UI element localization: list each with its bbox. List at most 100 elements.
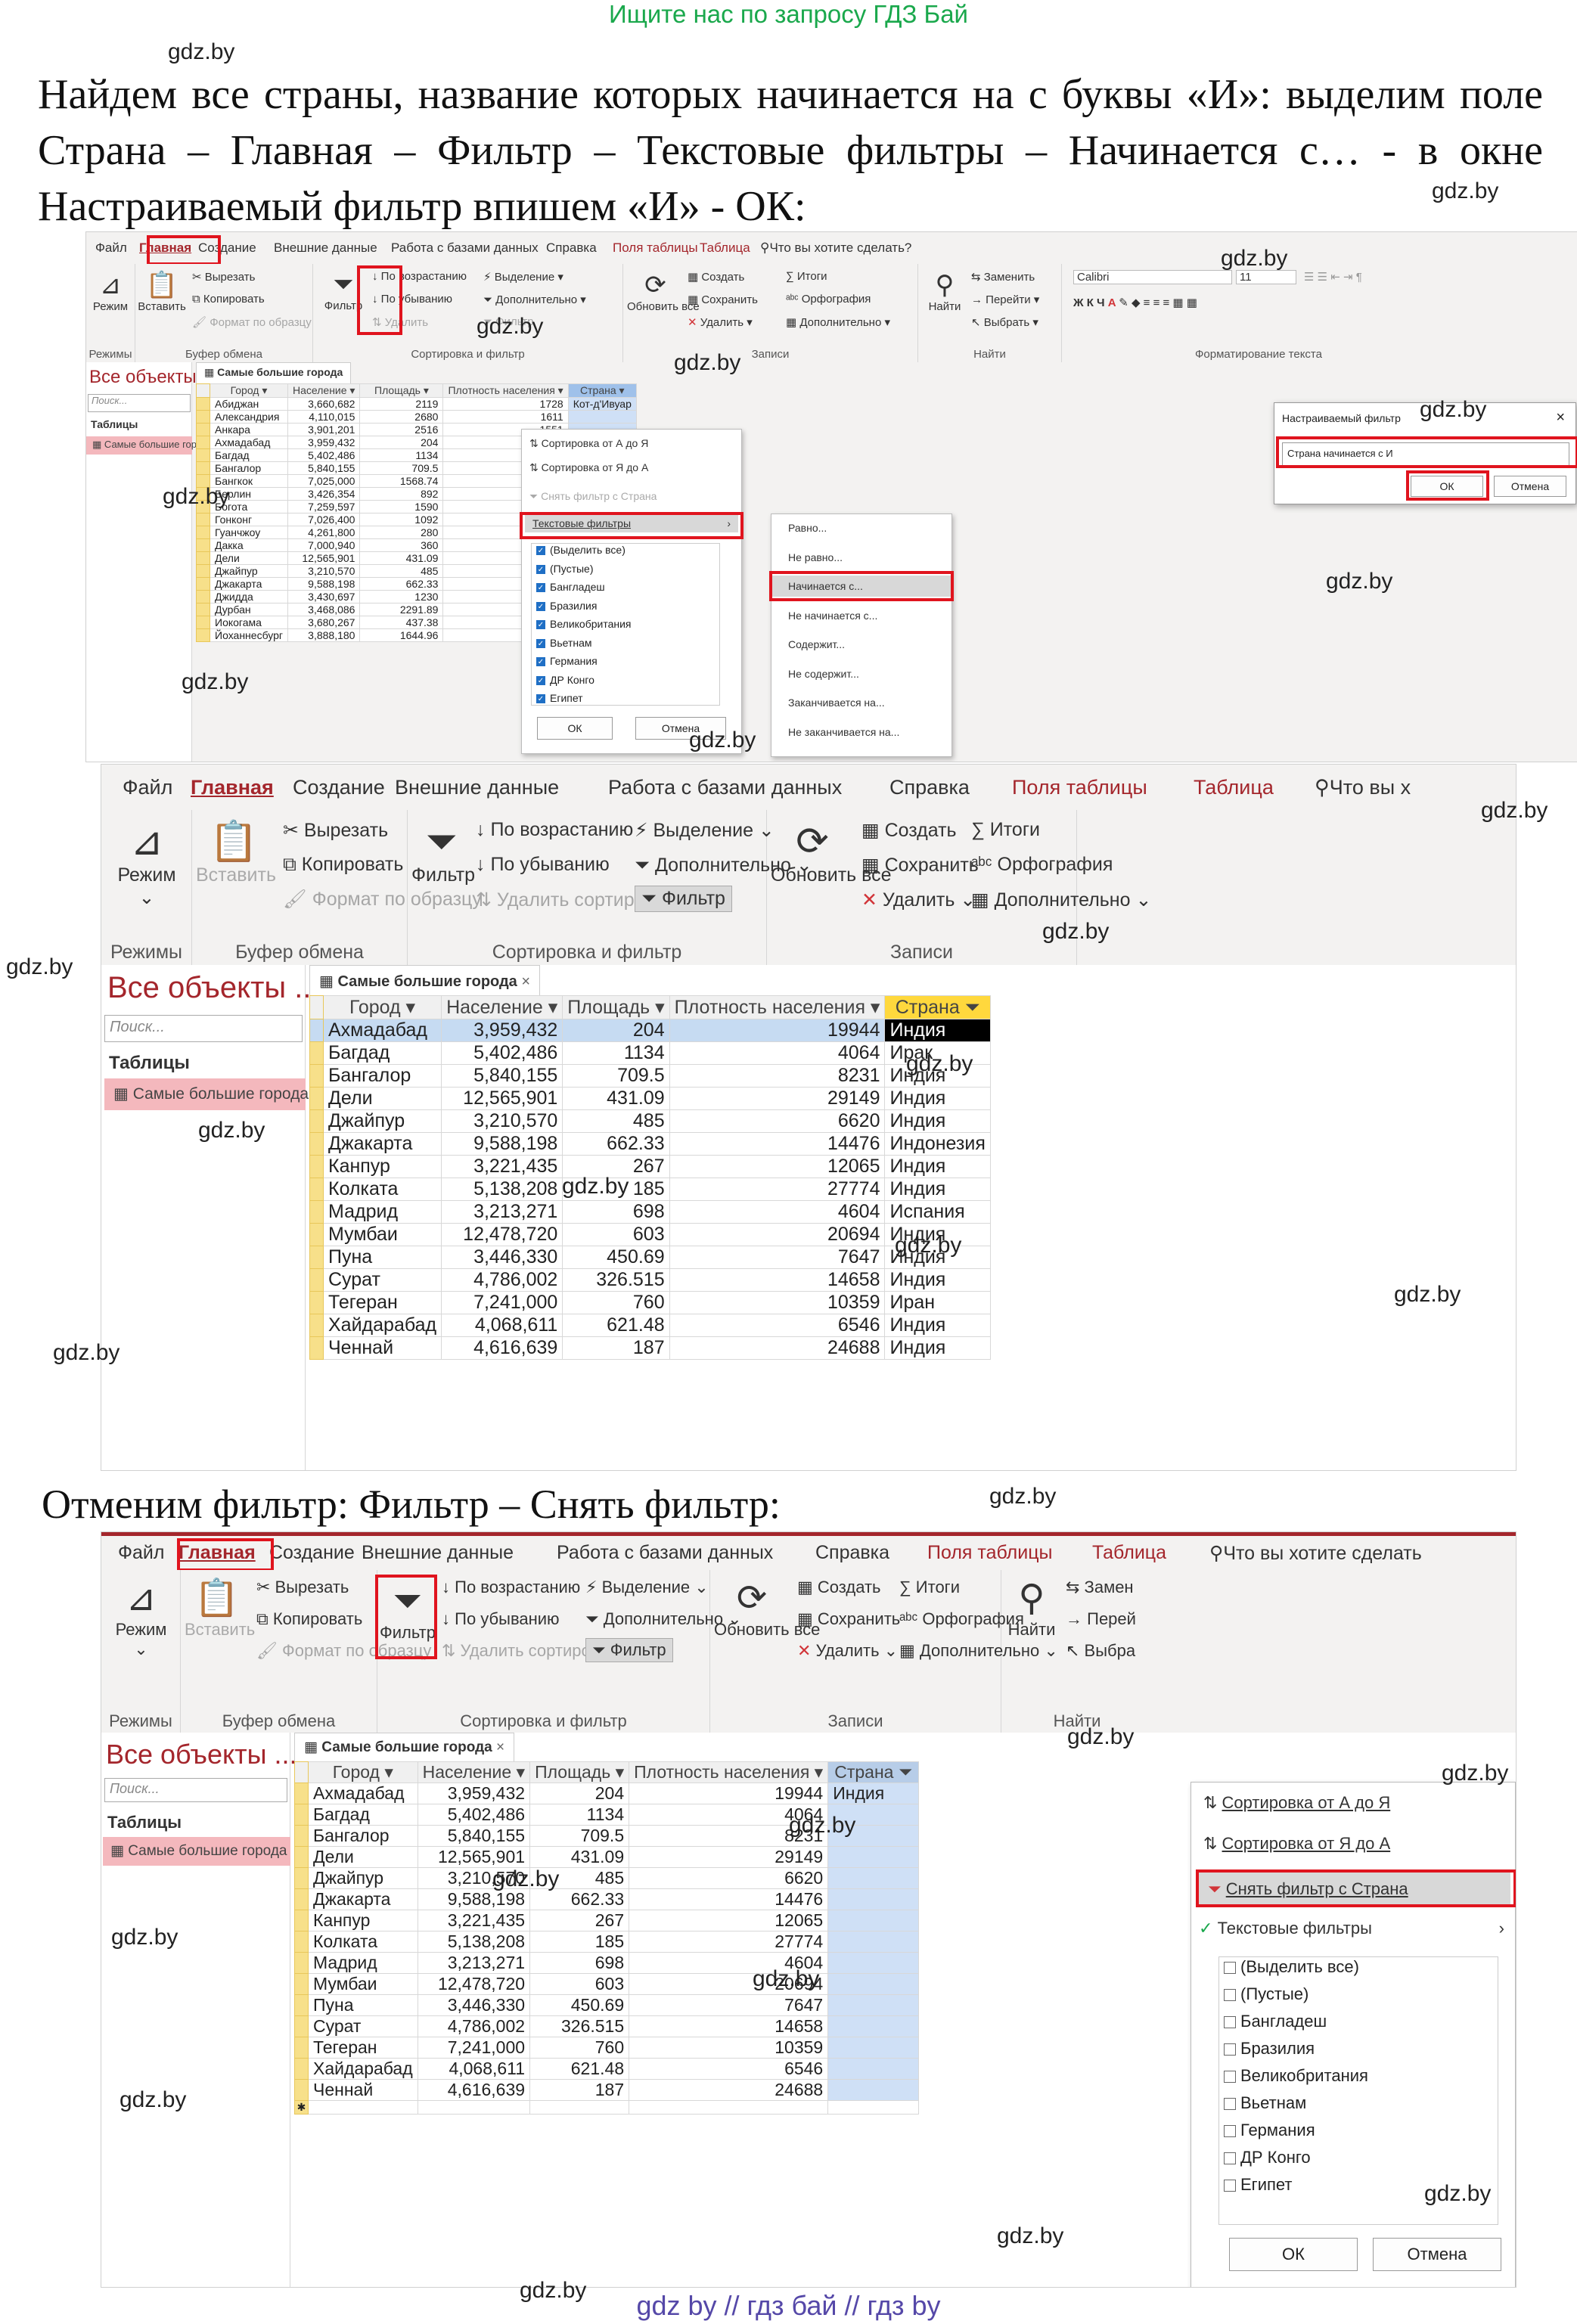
table-cell[interactable]: Тегеран [308,2037,418,2059]
dialog-cancel-button[interactable]: Отмена [1494,476,1566,497]
tab-database[interactable]: Работа с базами данных [608,775,843,799]
table-cell[interactable]: 3,426,354 [287,487,361,501]
table-row[interactable]: Абиджан 3,660,682 2119 1728 Кот-д'Ивуар [196,397,637,411]
table-cell[interactable]: 760 [529,2037,630,2059]
table-cell[interactable]: 3,468,086 [287,603,361,616]
row-selector[interactable] [309,1019,324,1042]
row-selector[interactable] [196,526,210,539]
tab-home[interactable]: Главная [191,775,274,799]
delete-record-button[interactable]: ✕ Удалить ⌄ [861,889,976,911]
filter-value-item[interactable]: Египет [1219,2175,1498,2202]
filter-value-item[interactable]: ✓ Бангладеш [532,581,719,600]
toggle-filter-button[interactable]: ⏷ Фильтр [483,315,534,328]
table-row[interactable]: Хайдарабад 4,068,611 621.48 6546 [294,2058,920,2080]
table-cell[interactable]: Хайдарабад [322,1314,442,1337]
filter-value-item[interactable]: (Пустые) [1219,1984,1498,2012]
table-cell[interactable]: 3,213,271 [417,1952,531,1974]
clear-filter-item[interactable]: ⏷ Снять фильтр с Страна [1196,1872,1510,1907]
tab-table-fields[interactable]: Поля таблицы [1012,775,1147,799]
column-header[interactable]: Страна ▾ [567,383,637,398]
table-cell[interactable]: 3,221,435 [417,1910,531,1931]
tab-table-fields[interactable]: Поля таблицы [613,240,698,255]
table-cell[interactable]: 10359 [669,1291,886,1314]
table-cell[interactable]: 1092 [359,513,444,526]
table-cell[interactable]: 431.09 [359,551,444,565]
advanced-button[interactable]: ⏷ Дополнительно ⌄ [635,855,812,876]
text-filter-option[interactable]: Не заканчивается на... [788,725,900,738]
tab-table[interactable]: Таблица [1194,775,1274,799]
more-button[interactable]: ▦ Дополнительно ⌄ [899,1641,1058,1660]
table-cell[interactable]: Гуанчжоу [209,526,289,539]
delete-record-button[interactable]: ✕ Удалить ▾ [688,316,753,329]
table-cell[interactable]: 709.5 [562,1064,670,1088]
table-cell[interactable]: 14476 [629,1888,829,1910]
clear-filter-item[interactable]: ⏷ Снять фильтр с Страна [529,490,657,502]
table-cell[interactable]: 709.5 [529,1825,630,1847]
table-cell[interactable]: Канпур [308,1910,418,1931]
table-cell[interactable] [629,2100,829,2115]
nav-search-input[interactable]: Поиск... [104,1778,287,1802]
table-row[interactable]: Ченнай 4,616,639 187 24688 Индия [309,1336,991,1360]
table-cell[interactable]: 5,138,208 [417,1931,531,1953]
table-cell[interactable]: 621.48 [529,2058,630,2080]
sort-za-item[interactable]: ⇅ Сортировка от Я до А [529,461,649,473]
close-icon[interactable]: × [1556,409,1565,426]
tab-table[interactable]: Таблица [1092,1542,1167,1563]
save-record-button[interactable]: ▦ Сохранить [797,1609,901,1628]
table-cell[interactable]: 27774 [669,1178,886,1201]
table-cell[interactable]: 187 [529,2079,630,2101]
checkbox-icon[interactable]: ✓ [536,657,545,667]
table-cell[interactable]: 7647 [669,1246,886,1269]
table-cell[interactable]: Индия [884,1223,991,1246]
table-cell[interactable] [827,1867,920,1889]
table-cell[interactable]: 267 [529,1910,630,1931]
row-selector[interactable] [196,410,210,424]
table-cell[interactable]: Багдад [322,1041,442,1065]
table-cell[interactable]: 4,110,015 [287,410,361,424]
replace-button[interactable]: ⇆ Замен [1066,1578,1134,1596]
table-cell[interactable]: 698 [529,1952,630,1974]
table-cell[interactable]: 3,221,435 [441,1155,563,1178]
cut-button[interactable]: ✂ Вырезать [192,271,256,284]
find-button[interactable]: ⚲ Найти [922,270,967,313]
row-selector[interactable] [294,1846,309,1868]
row-selector[interactable] [309,1155,324,1178]
table-cell[interactable]: 4,068,611 [441,1314,563,1337]
table-cell[interactable]: Индия [884,1336,991,1360]
table-cell[interactable]: 7,026,400 [287,513,361,526]
row-selector[interactable] [309,1041,324,1065]
table-row[interactable]: Канпур 3,221,435 267 12065 Индия [309,1155,991,1178]
column-header[interactable]: Город ▾ [308,1761,418,1783]
row-selector[interactable] [196,397,210,411]
font-name-select[interactable]: Calibri [1073,270,1232,284]
table-cell[interactable]: 4,616,639 [441,1336,563,1360]
row-selector[interactable] [294,1973,309,1995]
checkbox-icon[interactable]: ✓ [536,601,545,611]
filter-value-item[interactable]: ✓ Германия [532,655,719,674]
table-cell[interactable]: 10359 [629,2037,829,2059]
table-cell[interactable]: 360 [359,538,444,552]
row-selector[interactable] [309,1314,324,1337]
cut-button[interactable]: ✂ Вырезать [283,820,389,841]
table-cell[interactable]: 2680 [359,410,444,424]
row-selector[interactable] [196,551,210,565]
select-all-cell[interactable] [294,1761,309,1783]
table-cell[interactable]: 204 [562,1019,670,1042]
table-cell[interactable]: Пуна [322,1246,442,1269]
table-cell[interactable]: Дели [322,1087,442,1110]
table-row[interactable]: Мумбаи 12,478,720 603 20694 [294,1973,920,1995]
row-selector[interactable] [309,1064,324,1088]
text-filters-item[interactable]: ✓ Текстовые фильтры › [1191,1919,1515,1938]
row-selector[interactable] [309,1223,324,1246]
row-selector[interactable] [196,577,210,591]
table-cell[interactable]: Абиджан [209,397,289,411]
column-header[interactable]: Плотность населения ▾ [442,383,569,398]
table-cell[interactable]: 6546 [669,1314,886,1337]
tab-help[interactable]: Справка [889,775,970,799]
close-icon[interactable]: × [496,1739,505,1755]
tab-help[interactable]: Справка [815,1542,890,1563]
table-cell[interactable]: 4604 [669,1200,886,1224]
table-cell[interactable]: 760 [562,1291,670,1314]
